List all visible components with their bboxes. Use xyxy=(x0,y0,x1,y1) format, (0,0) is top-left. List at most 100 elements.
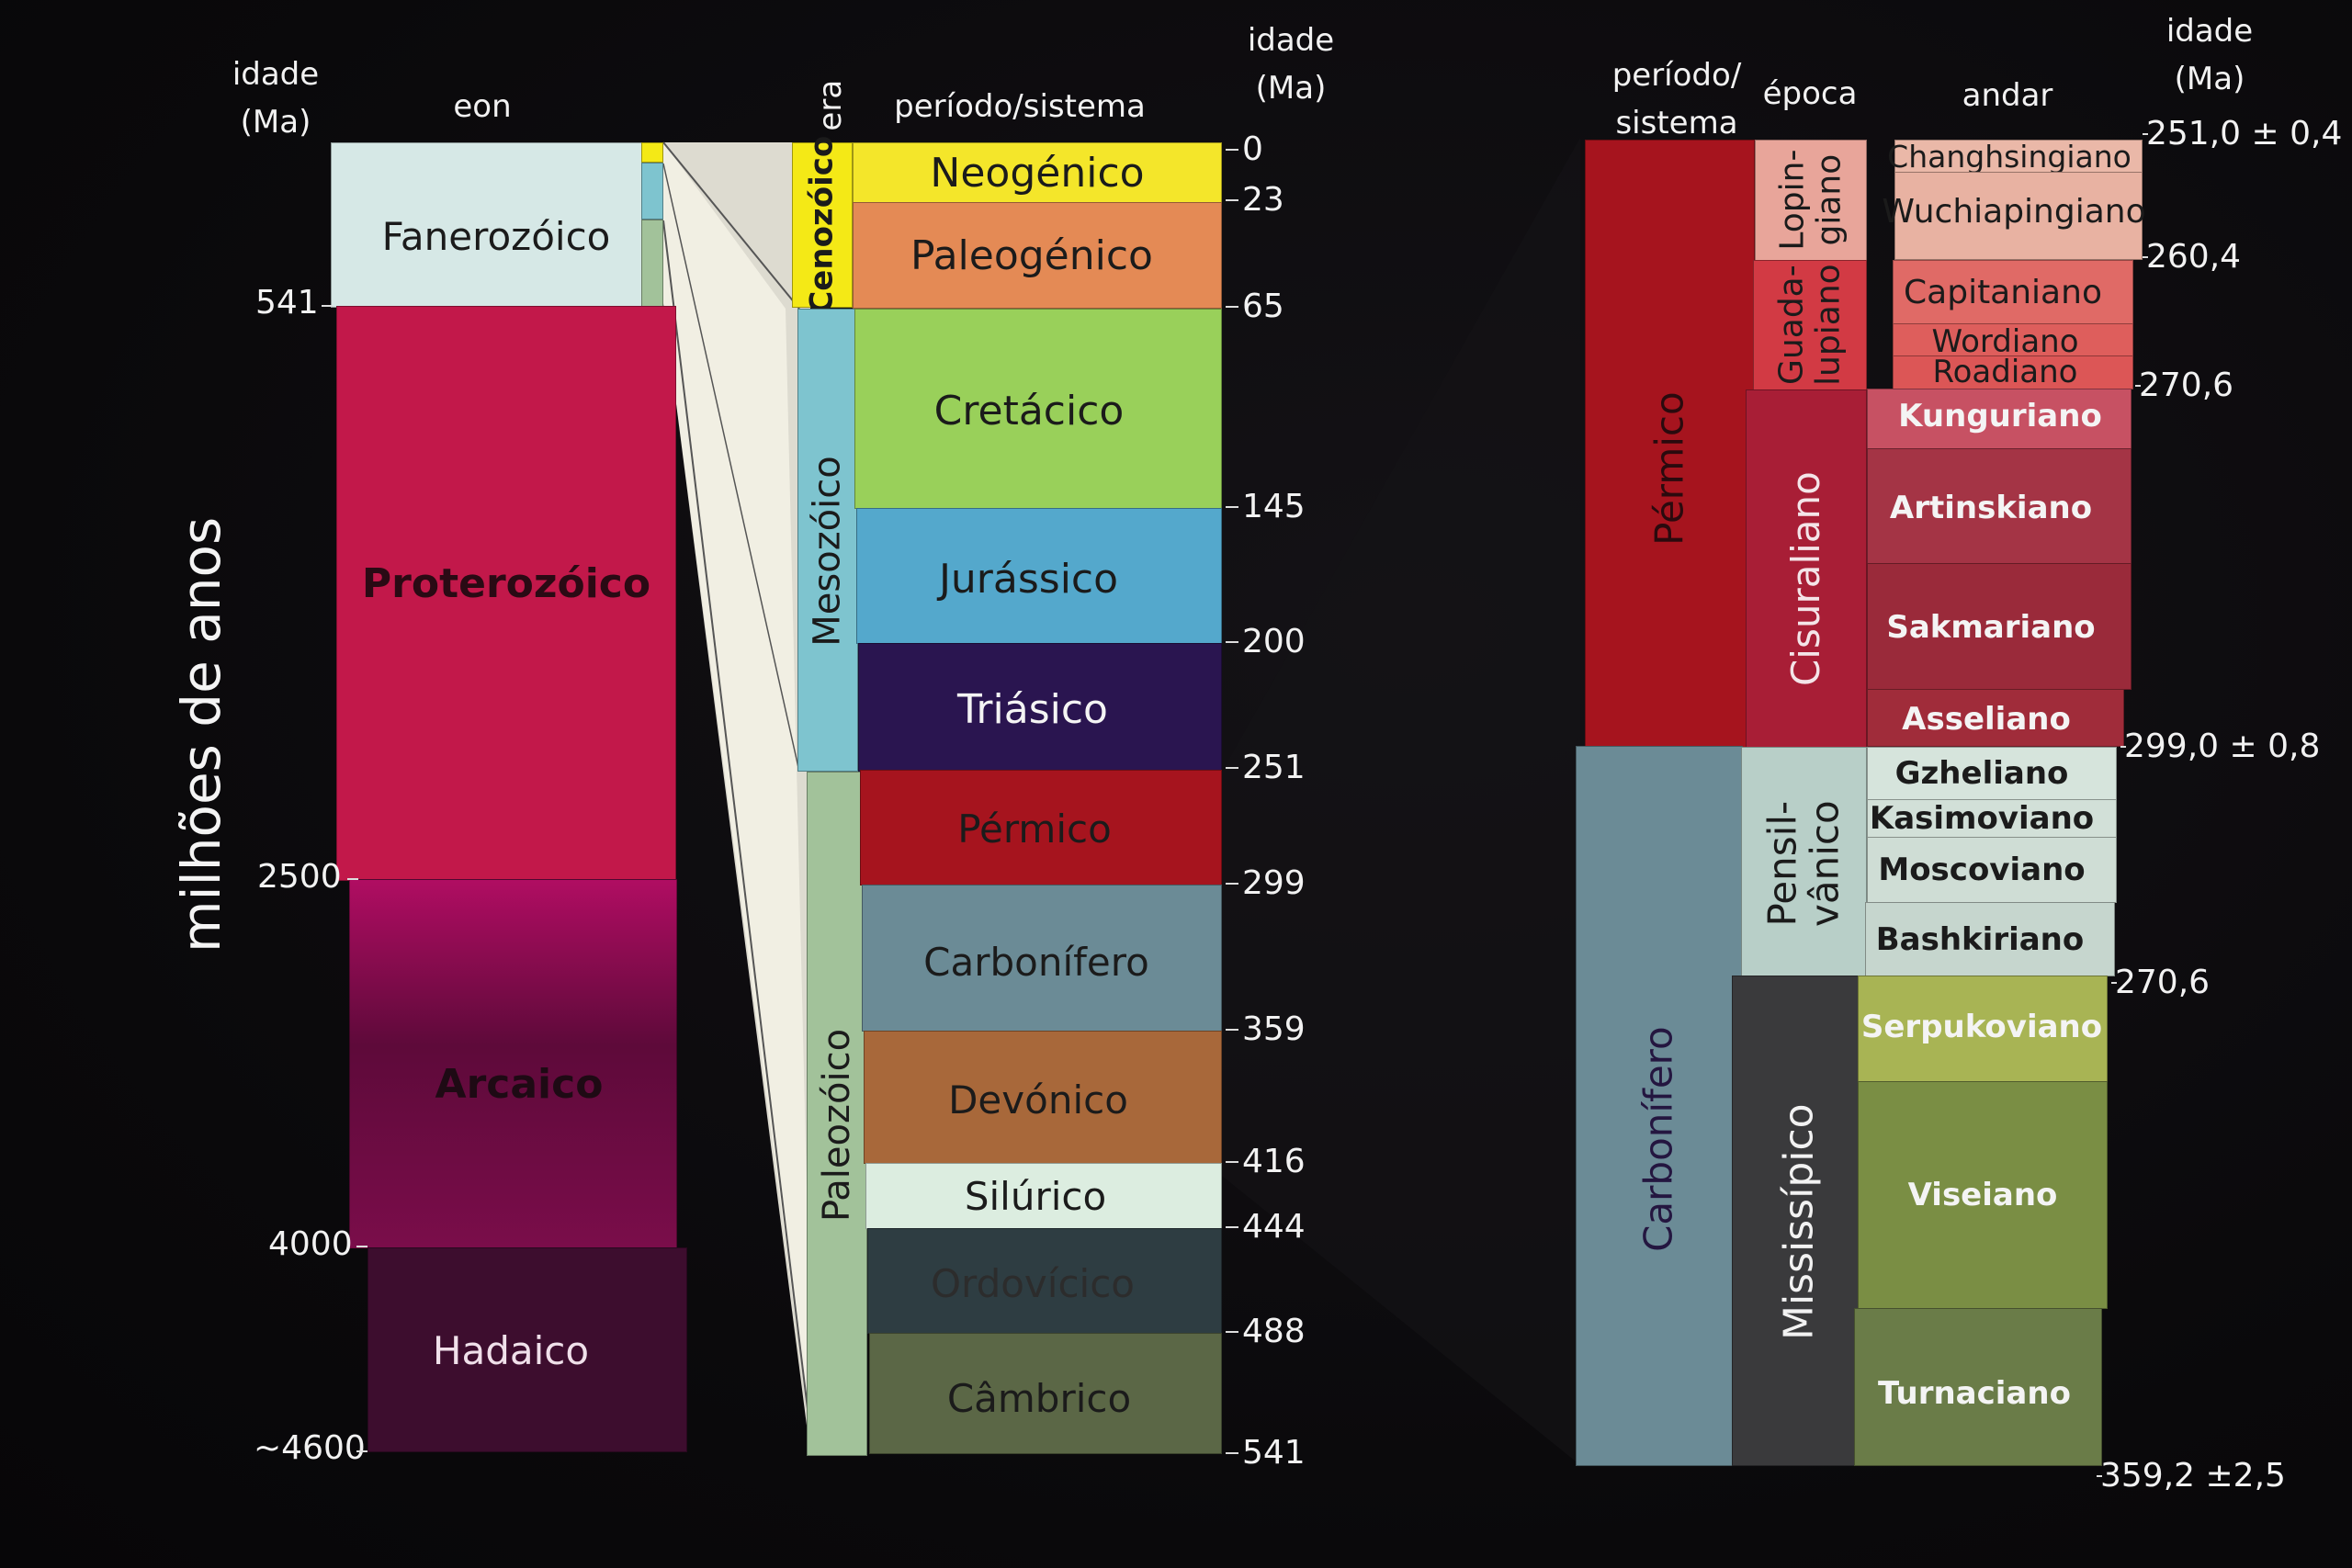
stage-capitaniano xyxy=(1893,260,2133,324)
stage-gzheliano xyxy=(1867,747,2117,800)
period-label-triasico: Triásico xyxy=(957,685,1108,733)
stage-tick: 260,4 xyxy=(2146,238,2242,276)
eon-proterozoico xyxy=(336,306,676,881)
period-tick: 200 xyxy=(1242,623,1306,660)
stage-label-bashkiriano: Bashkiriano xyxy=(1875,921,2085,958)
period-tick: 251 xyxy=(1242,749,1306,786)
period-ordovicico xyxy=(867,1228,1222,1334)
period-label-neogenico: Neogénico xyxy=(930,149,1145,197)
epoch-label-lopingiano-text: Lopin- giano xyxy=(1773,149,1848,252)
epoch-label-cisuraliano: Cisuraliano xyxy=(1746,471,1867,686)
eon-hadaico xyxy=(368,1247,687,1452)
epoch-label-lopingiano: Lopin- giano xyxy=(1755,140,1867,261)
header-right-period: período/ sistema xyxy=(1611,57,1742,141)
epoch-cisuraliano xyxy=(1746,389,1867,748)
detail-period-label-carbonifero-text: Carbonífero xyxy=(1635,1026,1681,1252)
period-tick: 541 xyxy=(1242,1434,1306,1472)
stage-moscoviano xyxy=(1867,837,2117,903)
epoch-label-mississipico: Mississípico xyxy=(1732,1102,1867,1341)
eon-tick-mark xyxy=(347,878,358,880)
period-label-permico: Pérmico xyxy=(957,807,1112,852)
stage-label-moscoviano: Moscoviano xyxy=(1878,852,2086,888)
epoch-label-guadalupiano: Guada- lupiano xyxy=(1753,260,1867,390)
period-tick: 0 xyxy=(1242,130,1263,168)
detail-period-label-permico-text: Pérmico xyxy=(1646,391,1692,546)
header-eon: eon xyxy=(453,88,512,125)
header-stage: andar xyxy=(1962,77,2053,114)
period-label-cambrico: Câmbrico xyxy=(946,1376,1132,1421)
stage-bashkiriano xyxy=(1865,902,2115,976)
stage-label-serpukoviano: Serpukoviano xyxy=(1860,1009,2103,1045)
epoch-label-cisuraliano-text: Cisuraliano xyxy=(1782,471,1828,686)
eon-tick: 541 xyxy=(255,284,319,321)
eon-strip-mesozoic xyxy=(641,163,663,220)
period-tick-marks xyxy=(1226,149,1238,1454)
period-label-devonico: Devónico xyxy=(948,1077,1128,1122)
period-label-paleogenico: Paleogénico xyxy=(910,231,1153,279)
stage-label-sakmariano: Sakmariano xyxy=(1886,609,2096,646)
period-label-ordovicico: Ordovícico xyxy=(930,1261,1136,1306)
eon-tick: 4000 xyxy=(268,1225,353,1263)
period-tick: 65 xyxy=(1242,288,1284,325)
header-mid-age: idade (Ma) xyxy=(1247,22,1335,107)
stage-label-gzheliano: Gzheliano xyxy=(1894,755,2069,792)
connector-line xyxy=(662,220,814,1455)
period-tick: 444 xyxy=(1242,1208,1306,1246)
stage-tick: 270,6 xyxy=(2139,367,2234,404)
period-tick: 416 xyxy=(1242,1143,1306,1180)
stage-label-wordiano: Wordiano xyxy=(1931,323,2079,360)
period-label-silurico: Silúrico xyxy=(964,1173,1107,1219)
eon-label-hadaico: Hadaico xyxy=(432,1327,590,1373)
eon-tick-mark xyxy=(356,1450,368,1452)
epoch-label-pensilvanico-text: Pensil- vânico xyxy=(1759,800,1848,927)
era-label-cenozoico-text: Cenozóico xyxy=(803,136,841,314)
period-cambrico xyxy=(869,1333,1222,1454)
stage-viseiano xyxy=(1858,1081,2108,1309)
stage-label-artinskiano: Artinskiano xyxy=(1889,490,2093,526)
detail-period-label-permico: Pérmico xyxy=(1585,367,1755,570)
stage-tick-marks xyxy=(2097,133,2148,1477)
stage-wuchiapingiano xyxy=(1894,172,2143,260)
stage-sakmariano xyxy=(1867,563,2132,690)
stage-label-turnaciano: Turnaciano xyxy=(1878,1375,2071,1412)
stage-tick: 359,2 ±2,5 xyxy=(2100,1457,2286,1495)
epoch-label-mississipico-text: Mississípico xyxy=(1775,1103,1823,1340)
epoch-mississipico xyxy=(1732,976,1867,1466)
stage-label-wuchiapingiano: Wuchiapingiano xyxy=(1882,192,2146,231)
zoom-shadow-right xyxy=(1222,138,1580,1465)
connector-line xyxy=(662,141,800,310)
era-label-cenozoico: Cenozóico xyxy=(792,136,853,314)
eon-strip-cenozoic xyxy=(641,142,663,163)
era-label-mesozoico: Mesozóico xyxy=(797,441,858,661)
stage-artinskiano xyxy=(1867,448,2132,564)
era-label-paleozoico: Paleozóico xyxy=(807,1020,867,1231)
period-tick: 488 xyxy=(1242,1313,1306,1350)
stage-label-roadiano: Roadiano xyxy=(1932,354,2078,390)
eon-label-arcaico: Arcaico xyxy=(435,1060,604,1108)
detail-period-permico xyxy=(1585,140,1755,748)
stage-tick: 251,0 ± 0,4 xyxy=(2146,115,2343,152)
stage-label-asseliano: Asseliano xyxy=(1902,701,2071,738)
epoch-guadalupiano xyxy=(1753,260,1867,390)
stage-label-capitaniano: Capitaniano xyxy=(1904,273,2102,311)
header-right-age: idade (Ma) xyxy=(2165,13,2254,97)
epoch-pensilvanico xyxy=(1741,747,1867,976)
period-tick: 23 xyxy=(1242,181,1284,219)
era-label-paleozoico-text: Paleozóico xyxy=(816,1028,859,1223)
period-cretacico xyxy=(854,309,1222,509)
period-label-jurassico: Jurássico xyxy=(938,555,1119,603)
eon-arcaico xyxy=(349,879,677,1248)
header-left-age: idade (Ma) xyxy=(232,56,320,141)
period-tick: 145 xyxy=(1242,488,1306,525)
header-epoch: época xyxy=(1762,75,1858,112)
eon-tick: 2500 xyxy=(257,858,342,896)
stage-tick: 299,0 ± 0,8 xyxy=(2124,728,2321,765)
eon-tick: ~4600 xyxy=(254,1429,366,1467)
eon-label-fanerozoico: Fanerozóico xyxy=(381,214,611,259)
period-label-carbonifero: Carbonífero xyxy=(923,940,1149,985)
eon-tick-mark xyxy=(356,1246,368,1247)
epoch-label-guadalupiano-text: Guada- lupiano xyxy=(1772,264,1848,387)
period-permico xyxy=(860,770,1222,886)
period-paleogenico xyxy=(853,202,1222,309)
